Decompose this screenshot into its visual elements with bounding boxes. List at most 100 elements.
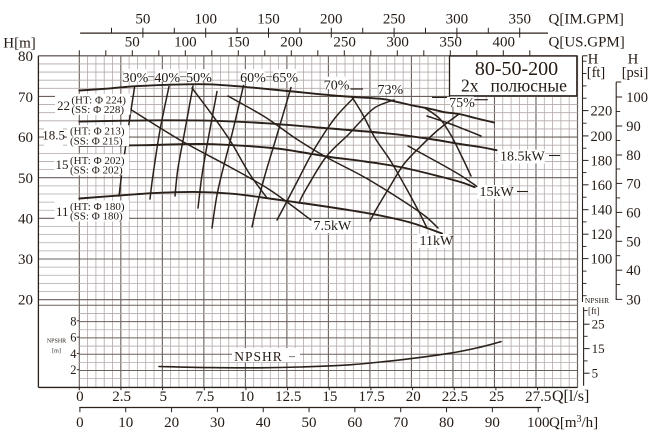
svg-text:Q[IM.GPM]: Q[IM.GPM] <box>549 12 624 28</box>
svg-text:200: 200 <box>280 34 303 50</box>
svg-text:(HT: Φ 202): (HT: Φ 202) <box>70 155 125 167</box>
svg-text:150: 150 <box>257 12 280 28</box>
svg-text:NPSHR: NPSHR <box>234 349 283 364</box>
svg-text:Q[l/s]: Q[l/s] <box>552 388 589 405</box>
svg-text:15kW: 15kW <box>480 185 515 200</box>
svg-text:полюсные: полюсные <box>491 76 568 96</box>
svg-text:Q[US.GPM]: Q[US.GPM] <box>549 34 625 50</box>
svg-text:100: 100 <box>527 415 550 431</box>
svg-text:7.5kW: 7.5kW <box>314 219 353 234</box>
svg-text:(SS: Φ 228): (SS: Φ 228) <box>71 104 124 116</box>
svg-text:60: 60 <box>18 130 33 146</box>
svg-text:22: 22 <box>57 98 70 113</box>
svg-text:40: 40 <box>256 415 271 431</box>
svg-text:70: 70 <box>393 415 408 431</box>
svg-text:30: 30 <box>210 415 225 431</box>
svg-text:H: H <box>628 52 639 68</box>
svg-text:0: 0 <box>76 415 84 431</box>
svg-text:4: 4 <box>70 347 77 361</box>
svg-text:(HT: Φ 213): (HT: Φ 213) <box>70 126 125 138</box>
svg-text:–: – <box>288 349 296 363</box>
svg-text:100: 100 <box>626 90 648 106</box>
svg-text:(SS: Φ 202): (SS: Φ 202) <box>70 164 123 176</box>
svg-text:80: 80 <box>626 148 641 164</box>
svg-text:140: 140 <box>591 203 613 219</box>
svg-text:–: – <box>265 69 273 83</box>
svg-text:–: – <box>147 69 155 83</box>
svg-text:160: 160 <box>591 178 613 194</box>
svg-text:2х: 2х <box>461 76 479 96</box>
svg-text:60: 60 <box>626 205 641 221</box>
svg-text:7.5: 7.5 <box>196 389 215 405</box>
svg-text:18.5: 18.5 <box>42 128 65 143</box>
svg-text:[ft]: [ft] <box>587 65 606 81</box>
svg-text:Q[m3/h]: Q[m3/h] <box>549 414 598 431</box>
svg-text:15: 15 <box>322 389 337 405</box>
svg-text:40%: 40% <box>154 71 180 86</box>
svg-text:70: 70 <box>18 90 33 106</box>
svg-text:11: 11 <box>56 204 69 219</box>
svg-text:50: 50 <box>18 171 33 187</box>
svg-text:(SS: Φ 180): (SS: Φ 180) <box>70 211 123 223</box>
svg-text:400: 400 <box>492 34 515 50</box>
svg-text:100: 100 <box>174 34 197 50</box>
svg-text:15: 15 <box>56 157 69 172</box>
svg-text:NPSHR: NPSHR <box>47 339 66 345</box>
svg-text:–: – <box>179 69 187 83</box>
svg-text:300: 300 <box>386 34 409 50</box>
svg-text:80-50-200: 80-50-200 <box>475 58 558 80</box>
svg-text:50%: 50% <box>186 71 212 86</box>
svg-text:50: 50 <box>135 12 150 28</box>
svg-text:80: 80 <box>439 415 454 431</box>
svg-text:60%: 60% <box>240 71 266 86</box>
svg-text:2: 2 <box>70 363 76 377</box>
svg-text:350: 350 <box>508 12 531 28</box>
svg-text:11kW: 11kW <box>420 234 454 249</box>
svg-text:(HT: Φ 180): (HT: Φ 180) <box>70 201 125 213</box>
svg-text:20: 20 <box>164 415 179 431</box>
svg-text:8: 8 <box>70 314 76 328</box>
svg-text:120: 120 <box>591 227 613 243</box>
svg-text:0: 0 <box>76 389 84 405</box>
svg-text:80: 80 <box>18 49 33 65</box>
svg-text:90: 90 <box>485 415 500 431</box>
svg-text:2.5: 2.5 <box>112 389 131 405</box>
svg-text:200: 200 <box>591 129 613 145</box>
svg-text:180: 180 <box>591 153 613 169</box>
svg-text:40: 40 <box>18 212 33 228</box>
svg-text:H: H <box>588 52 599 68</box>
svg-text:30: 30 <box>626 292 641 308</box>
svg-text:30: 30 <box>18 252 33 268</box>
svg-text:50: 50 <box>302 415 317 431</box>
svg-text:50: 50 <box>626 234 641 250</box>
svg-text:[ft]: [ft] <box>588 306 600 316</box>
svg-text:10: 10 <box>118 415 133 431</box>
svg-text:250: 250 <box>383 12 406 28</box>
svg-text:150: 150 <box>227 34 250 50</box>
svg-text:60: 60 <box>347 415 362 431</box>
svg-text:200: 200 <box>320 12 343 28</box>
svg-text:30%: 30% <box>123 71 149 86</box>
svg-text:40: 40 <box>626 263 641 279</box>
svg-text:12.5: 12.5 <box>275 389 301 405</box>
svg-text:5: 5 <box>592 366 599 381</box>
svg-text:220: 220 <box>591 104 613 120</box>
svg-text:70: 70 <box>626 176 641 192</box>
svg-text:70%: 70% <box>324 79 350 94</box>
svg-text:300: 300 <box>446 12 469 28</box>
svg-text:NPSHR: NPSHR <box>585 296 609 305</box>
svg-text:50: 50 <box>125 34 140 50</box>
svg-text:90: 90 <box>626 119 641 135</box>
svg-text:5: 5 <box>159 389 167 405</box>
svg-text:15: 15 <box>592 341 605 356</box>
svg-text:20: 20 <box>18 293 33 309</box>
svg-text:H[m]: H[m] <box>3 36 36 52</box>
svg-text:(HT: Φ 224): (HT: Φ 224) <box>71 94 126 106</box>
svg-text:18.5kW: 18.5kW <box>500 150 546 165</box>
svg-text:6: 6 <box>70 331 76 345</box>
svg-text:75%: 75% <box>449 96 475 111</box>
svg-text:25: 25 <box>592 317 605 332</box>
svg-text:22.5: 22.5 <box>442 389 468 405</box>
svg-text:100: 100 <box>591 252 613 268</box>
svg-text:[m]: [m] <box>52 349 61 355</box>
